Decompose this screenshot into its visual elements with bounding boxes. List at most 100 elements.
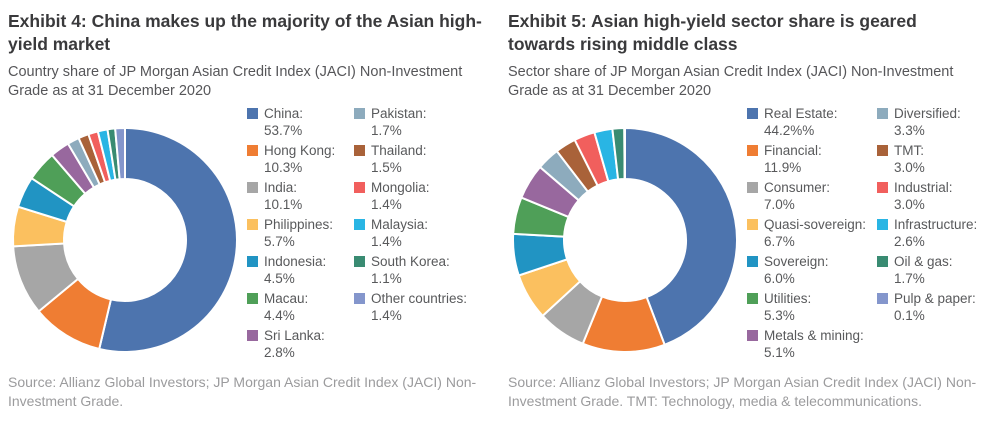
legend-swatch	[247, 107, 258, 119]
legend-item-hong-kong: Hong Kong: 10.3%	[247, 142, 354, 176]
legend-item-china: China: 53.7%	[247, 105, 354, 139]
legend-value: 0.1%	[894, 307, 925, 323]
legend-label: Diversified:	[894, 105, 961, 121]
legend-column-1: China: 53.7% Hong Kong: 10.3% India: 10.1% Phi…	[247, 105, 354, 364]
legend-value: 11.9%	[764, 159, 802, 175]
legend-item-diversified: Diversified: 3.3%	[877, 105, 977, 139]
legend-value: 3.0%	[894, 196, 925, 212]
legend-item-sovereign: Sovereign: 6.0%	[747, 253, 877, 287]
legend-value: 1.7%	[894, 270, 925, 286]
legend-value: 3.3%	[894, 122, 925, 138]
legend-item-philippines: Philippines: 5.7%	[247, 216, 354, 250]
legend-value: 1.4%	[371, 307, 402, 323]
donut-segment-china	[97, 126, 238, 353]
legend-swatch	[354, 292, 365, 304]
legend-label: India:	[264, 179, 298, 195]
legend-item-utilities: Utilities: 5.3%	[747, 290, 877, 324]
legend-swatch	[247, 144, 258, 156]
legend-item-industrial: Industrial: 3.0%	[877, 179, 977, 213]
legend-item-thailand: Thailand: 1.5%	[354, 142, 467, 176]
exhibit-5-chart: Real Estate: 44.2%% Financial: 11.9% Consume…	[508, 103, 986, 373]
legend-item-mongolia: Mongolia: 1.4%	[354, 179, 467, 213]
legend-label: Other countries:	[371, 290, 468, 306]
legend-value: 1.4%	[371, 233, 402, 249]
legend-label: South Korea:	[371, 253, 450, 269]
legend-item-indonesia: Indonesia: 4.5%	[247, 253, 354, 287]
legend-column-2: Pakistan: 1.7% Thailand: 1.5% Mongolia: 1.4% M…	[354, 105, 467, 364]
exhibit-5-title: Exhibit 5: Asian high-yield sector share…	[508, 11, 917, 54]
exhibit-4-chart: China: 53.7% Hong Kong: 10.3% India: 10.1% Phi…	[8, 103, 486, 373]
exhibit-4-donut-chart	[12, 126, 238, 353]
legend-item-pulp-paper: Pulp & paper: 0.1%	[877, 290, 977, 324]
legend-label: Hong Kong:	[264, 142, 336, 158]
legend-item-pakistan: Pakistan: 1.7%	[354, 105, 467, 139]
legend-item-oil-gas: Oil & gas: 1.7%	[877, 253, 977, 287]
donut-segment-pulp-paper	[623, 126, 626, 180]
exhibit-4-panel: Exhibit 4: China makes up the majority o…	[8, 11, 486, 409]
exhibit-5-donut-chart	[512, 126, 738, 353]
legend-value: 10.1%	[264, 196, 303, 212]
legend-label: Indonesia:	[264, 253, 327, 269]
legend-item-macau: Macau: 4.4%	[247, 290, 354, 324]
legend-item-malaysia: Malaysia: 1.4%	[354, 216, 467, 250]
exhibit-5-source: Source: Allianz Global Investors; JP Mor…	[508, 374, 977, 409]
legend-label: Thailand:	[371, 142, 427, 158]
legend-swatch	[877, 218, 888, 230]
legend-value: 1.4%	[371, 196, 402, 212]
donut-segment-other-countries	[114, 126, 126, 181]
legend-value: 1.7%	[371, 122, 402, 138]
legend-value: 10.3%	[264, 159, 303, 175]
legend-swatch	[354, 107, 365, 119]
legend-swatch	[747, 181, 758, 193]
donut-segment-real-estate	[624, 126, 738, 346]
legend-swatch	[354, 255, 365, 267]
legend-value: 2.6%	[894, 233, 925, 249]
legend-item-financial: Financial: 11.9%	[747, 142, 877, 176]
legend-swatch	[877, 181, 888, 193]
legend-swatch	[877, 144, 888, 156]
legend-item-south-korea: South Korea: 1.1%	[354, 253, 467, 287]
legend-value: 5.3%	[764, 307, 795, 323]
legend-column-2: Diversified: 3.3% TMT: 3.0% Industrial: 3.0% I…	[877, 105, 977, 364]
legend-item-infrastructure: Infrastructure: 2.6%	[877, 216, 977, 250]
legend-label: Sovereign:	[764, 253, 829, 269]
legend-value: 7.0%	[764, 196, 795, 212]
legend-value: 6.0%	[764, 270, 795, 286]
legend-value: 44.2%%	[764, 122, 815, 138]
legend-item-consumer: Consumer: 7.0%	[747, 179, 877, 213]
legend-value: 3.0%	[894, 159, 925, 175]
legend-item-india: India: 10.1%	[247, 179, 354, 213]
legend-value: 53.7%	[264, 122, 303, 138]
legend-swatch	[354, 181, 365, 193]
legend-value: 5.1%	[764, 344, 795, 360]
legend-label: Financial:	[764, 142, 822, 158]
legend-swatch	[247, 292, 258, 304]
legend-label: Industrial:	[894, 179, 953, 195]
legend-swatch	[877, 292, 888, 304]
legend-swatch	[747, 218, 758, 230]
legend-swatch	[877, 107, 888, 119]
legend-value: 4.5%	[264, 270, 295, 286]
legend-swatch	[247, 181, 258, 193]
legend-label: Mongolia:	[371, 179, 430, 195]
legend-value: 4.4%	[264, 307, 295, 323]
legend-label: Sri Lanka:	[264, 327, 325, 343]
legend-label: Quasi-sovereign:	[764, 216, 867, 232]
legend-label: Infrastructure:	[894, 216, 978, 232]
legend-label: Utilities:	[764, 290, 812, 306]
legend-item-real-estate: Real Estate: 44.2%%	[747, 105, 877, 139]
legend-swatch	[747, 144, 758, 156]
legend-column-1: Real Estate: 44.2%% Financial: 11.9% Consume…	[747, 105, 877, 364]
legend-label: Malaysia:	[371, 216, 429, 232]
legend-value: 1.1%	[371, 270, 402, 286]
legend-swatch	[877, 255, 888, 267]
legend-value: 6.7%	[764, 233, 795, 249]
legend-swatch	[747, 255, 758, 267]
exhibit-4-legend: China: 53.7% Hong Kong: 10.3% India: 10.1% Phi…	[247, 105, 467, 364]
legend-label: Real Estate:	[764, 105, 838, 121]
legend-value: 5.7%	[264, 233, 295, 249]
legend-label: TMT:	[894, 142, 924, 158]
exhibit-4-subtitle: Country share of JP Morgan Asian Credit …	[8, 63, 463, 99]
exhibit-5-legend: Real Estate: 44.2%% Financial: 11.9% Consume…	[747, 105, 977, 364]
